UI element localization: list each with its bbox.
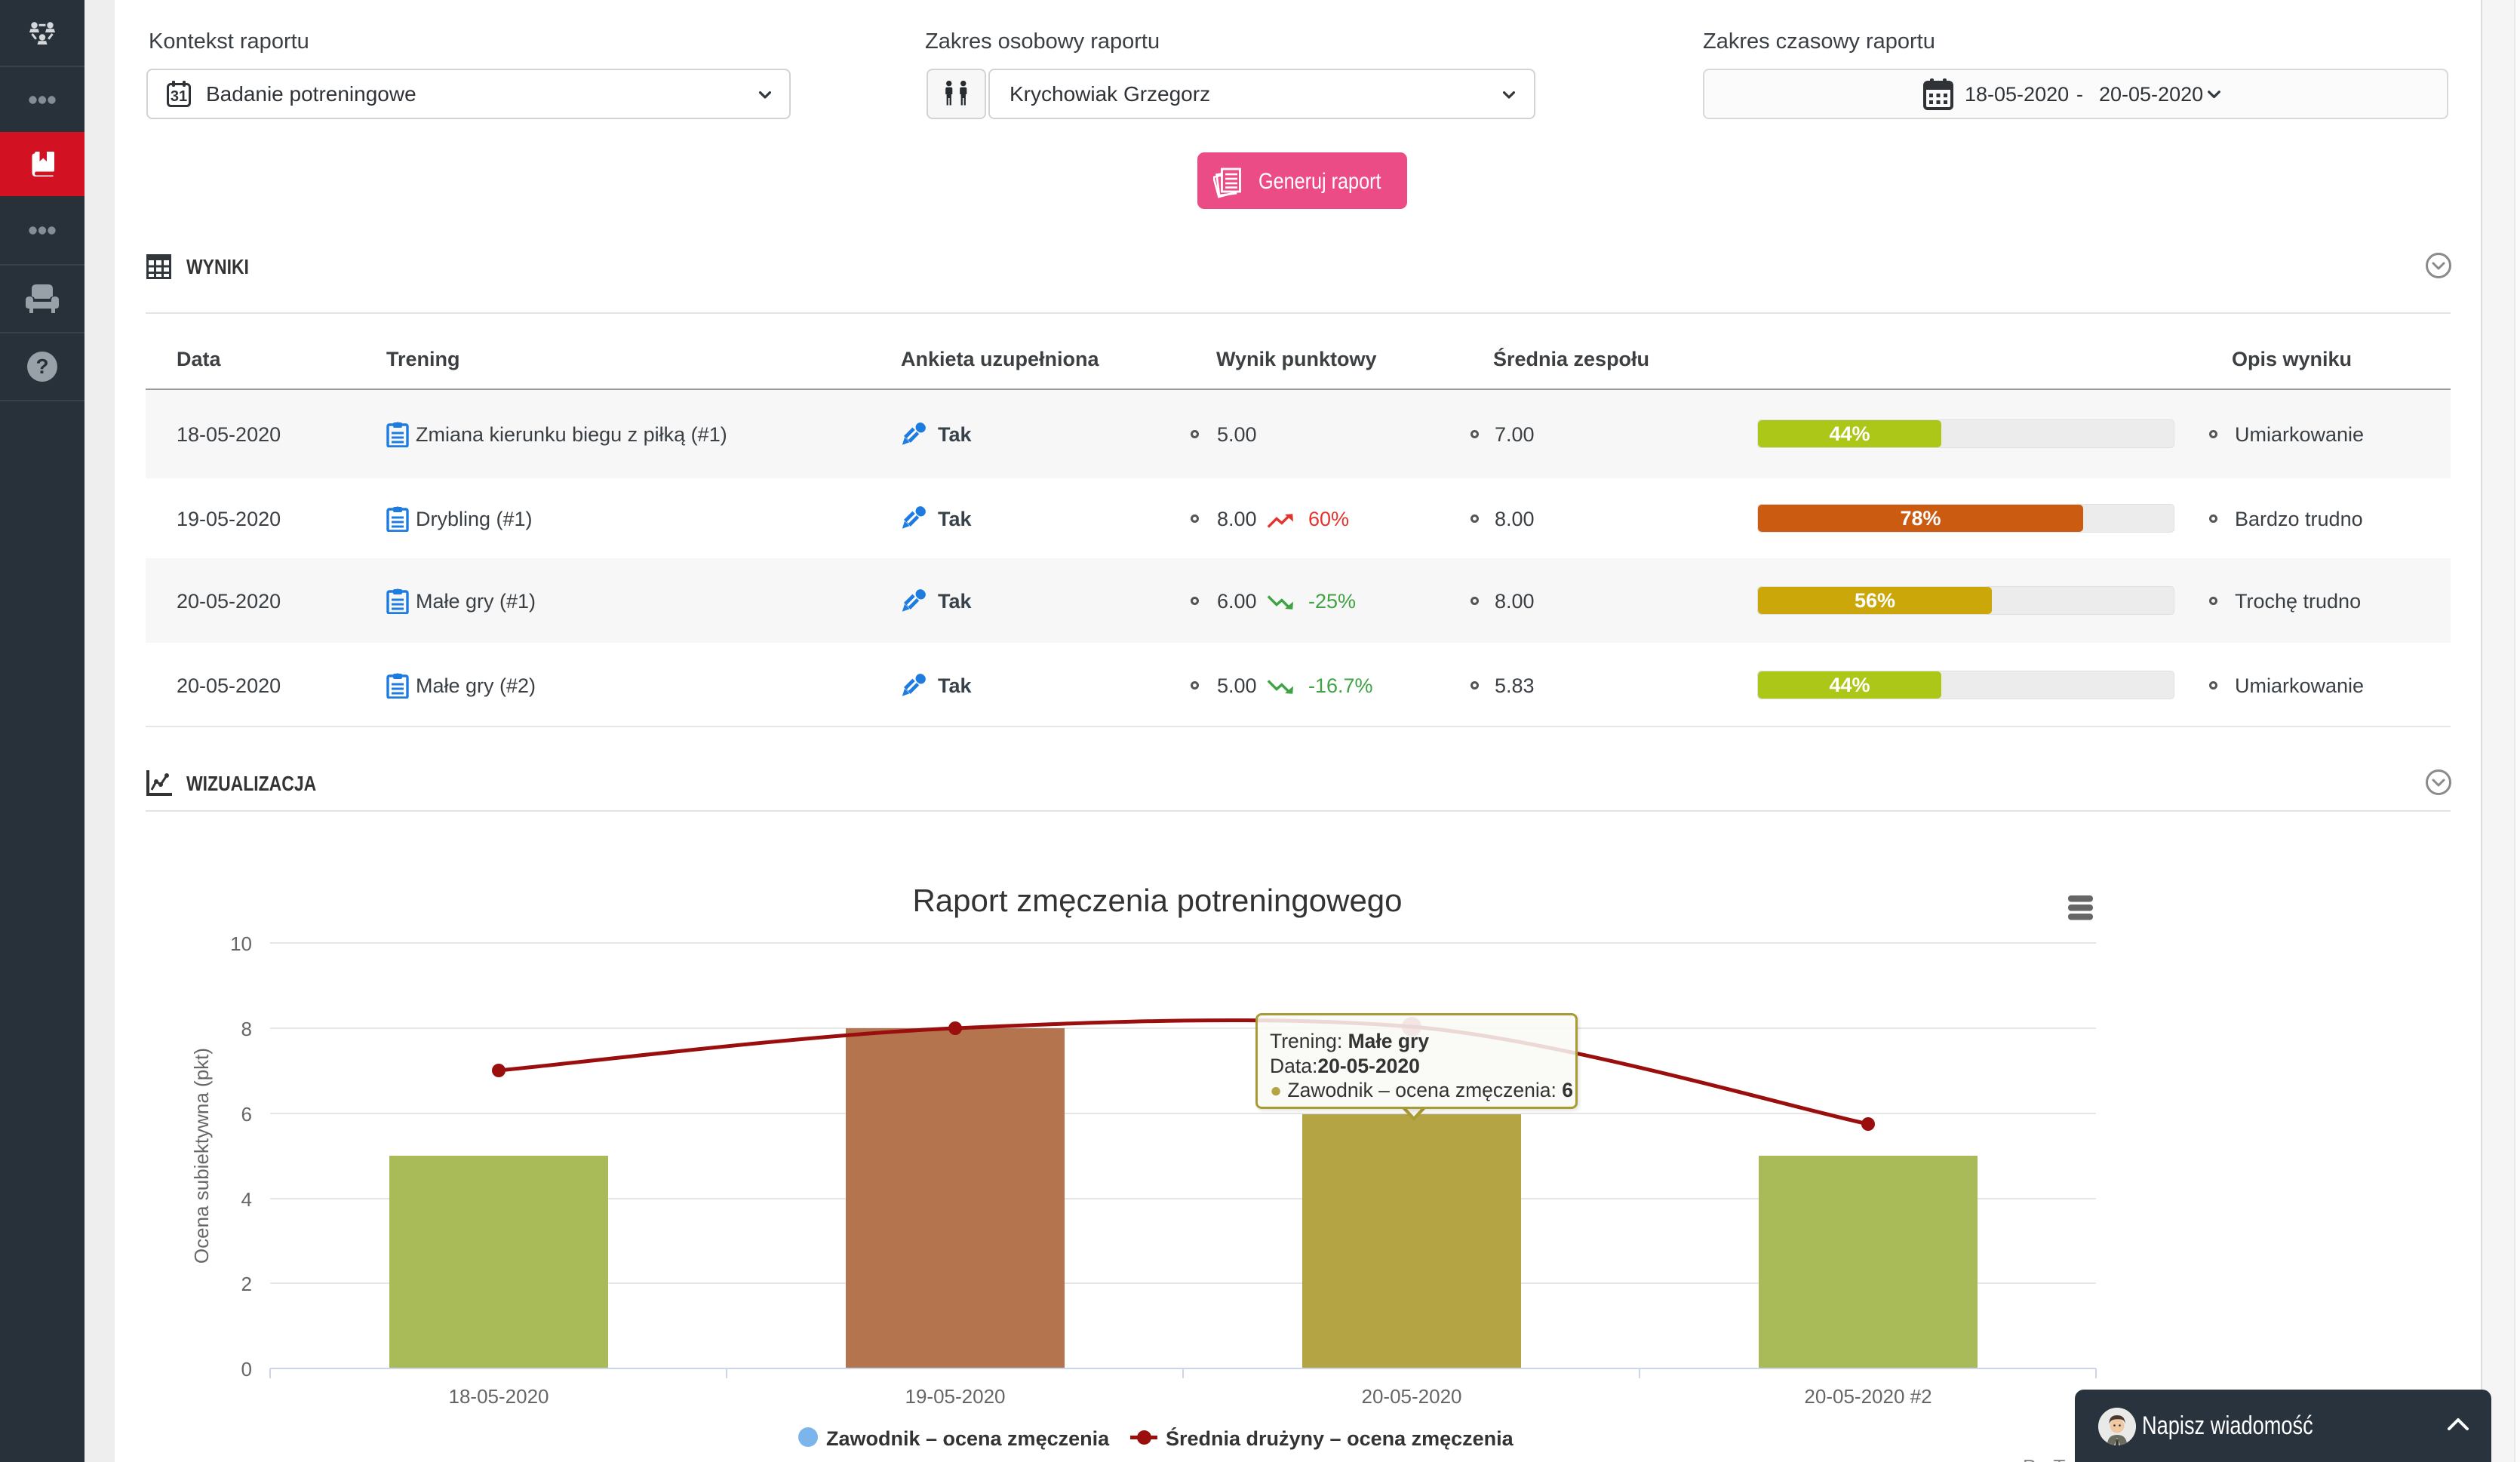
- svg-text:?: ?: [35, 355, 48, 378]
- svg-text:6: 6: [241, 1103, 252, 1126]
- svg-text:Raport zmęczenia potreningoweg: Raport zmęczenia potreningowego: [912, 883, 1402, 918]
- svg-text:Ocena subiektywna (pkt): Ocena subiektywna (pkt): [190, 1048, 213, 1264]
- svg-text:0: 0: [241, 1358, 252, 1381]
- svg-text:18-05-2020: 18-05-2020: [449, 1385, 549, 1408]
- svg-text:4: 4: [241, 1188, 252, 1211]
- svg-text:20-05-2020: 20-05-2020: [1362, 1385, 1462, 1408]
- svg-text:10: 10: [230, 932, 252, 955]
- svg-text:8: 8: [241, 1018, 252, 1040]
- svg-text:2: 2: [241, 1273, 252, 1295]
- svg-text:19-05-2020: 19-05-2020: [905, 1385, 1006, 1408]
- svg-text:20-05-2020 #2: 20-05-2020 #2: [1804, 1385, 1931, 1408]
- svg-text:31: 31: [171, 88, 187, 105]
